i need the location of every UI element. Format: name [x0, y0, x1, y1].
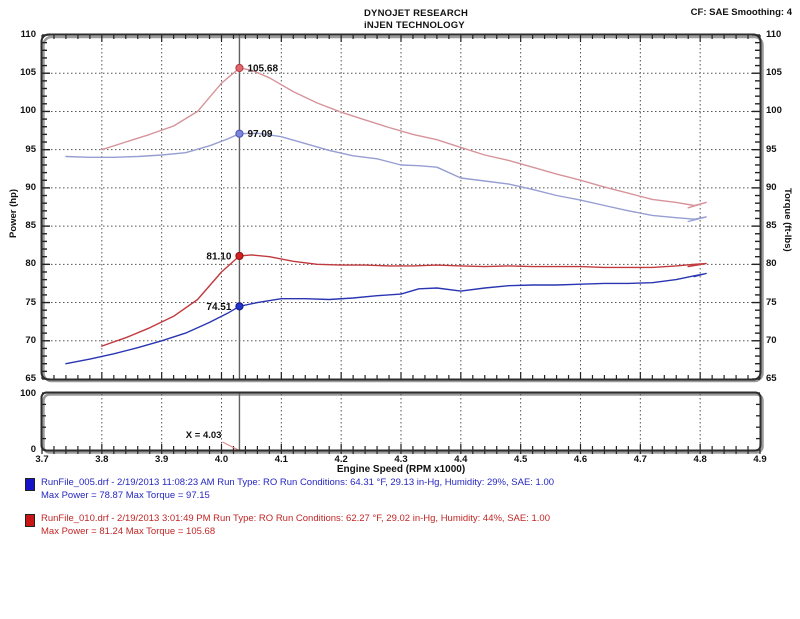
tick-label: 75 — [25, 296, 36, 308]
run1-swatch-icon — [25, 478, 35, 491]
run1-info-text: RunFile_005.drf - 2/19/2013 11:08:23 AM … — [41, 477, 554, 502]
svg-text:74.51: 74.51 — [206, 302, 231, 313]
tick-label: 4.3 — [394, 454, 408, 465]
tick-label: 70 — [25, 334, 36, 346]
header-block: DYNOJET RESEARCH iNJEN TECHNOLOGY — [364, 8, 468, 32]
tick-label: 85 — [25, 220, 36, 232]
tick-label: 80 — [25, 258, 36, 270]
tick-label: 4.6 — [573, 454, 588, 465]
tick-label: 3.7 — [35, 454, 49, 465]
svg-text:81.10: 81.10 — [206, 251, 231, 262]
mini-plot-area[interactable] — [40, 391, 764, 454]
tick-label: 65 — [766, 373, 777, 384]
power-axis-title: Power (hp) — [8, 188, 19, 238]
svg-text:97.09: 97.09 — [247, 129, 272, 140]
tick-label: 95 — [25, 143, 36, 155]
tick-label: 4.4 — [454, 454, 468, 465]
main-plot-area[interactable]: 105.68 97.09 81.10 74.51 — [40, 33, 764, 383]
tick-label: 95 — [766, 143, 777, 155]
svg-text:105.68: 105.68 — [247, 64, 278, 75]
tick-label: 85 — [766, 220, 777, 232]
correction-smoothing-label: CF: SAE Smoothing: 4 — [690, 7, 792, 18]
tick-label: 100 — [766, 105, 782, 117]
run2-info-text: RunFile_010.drf - 2/19/2013 3:01:49 PM R… — [41, 513, 550, 538]
header-title: DYNOJET RESEARCH — [364, 8, 469, 19]
run1-conditions: RunFile_005.drf - 2/19/2013 11:08:23 AM … — [41, 477, 555, 488]
tick-label: 3.8 — [95, 454, 109, 465]
header-subtitle: iNJEN TECHNOLOGY — [364, 20, 465, 31]
tick-label: 70 — [766, 334, 777, 346]
run2-max-values: Max Power = 81.24 Max Torque = 105.68 — [41, 525, 216, 537]
tick-label: 4.9 — [753, 454, 767, 465]
run1-max-values: Max Power = 78.87 Max Torque = 97.15 — [41, 489, 210, 501]
tick-label: 4.0 — [214, 454, 229, 465]
tick-label: 110 — [766, 29, 782, 40]
torque-axis-title: Torque (ft-lbs) — [782, 188, 793, 252]
tick-label: 100 — [20, 105, 36, 117]
run-info-block: RunFile_005.drf - 2/19/2013 11:08:23 AM … — [25, 477, 554, 549]
tick-label: 105 — [766, 67, 782, 79]
tick-label: 4.7 — [633, 454, 647, 465]
run2-swatch-icon — [25, 514, 35, 527]
tick-label: 105 — [20, 67, 36, 79]
rpm-axis-title: Engine Speed (RPM x1000) — [336, 464, 466, 475]
run2-info-row: RunFile_010.drf - 2/19/2013 3:01:49 PM R… — [25, 513, 554, 538]
tick-label: 75 — [766, 296, 777, 308]
tick-label: 0 — [30, 444, 36, 455]
tick-label: 90 — [766, 181, 777, 193]
tick-label: 3.9 — [155, 454, 169, 465]
tick-label: 110 — [20, 29, 36, 40]
tick-label: 4.2 — [334, 454, 348, 465]
run2-conditions: RunFile_010.drf - 2/19/2013 3:01:49 PM R… — [41, 513, 550, 524]
tick-label: 4.1 — [274, 454, 288, 465]
cursor-position-label: X = 4.03 — [185, 430, 222, 441]
tick-label: 100 — [20, 388, 36, 399]
tick-label: 90 — [25, 181, 36, 193]
tick-label: 80 — [766, 258, 777, 270]
tick-label: 4.5 — [514, 454, 528, 465]
tick-label: 65 — [25, 373, 36, 384]
tick-label: 4.8 — [693, 454, 707, 465]
run1-info-row: RunFile_005.drf - 2/19/2013 11:08:23 AM … — [25, 477, 554, 502]
